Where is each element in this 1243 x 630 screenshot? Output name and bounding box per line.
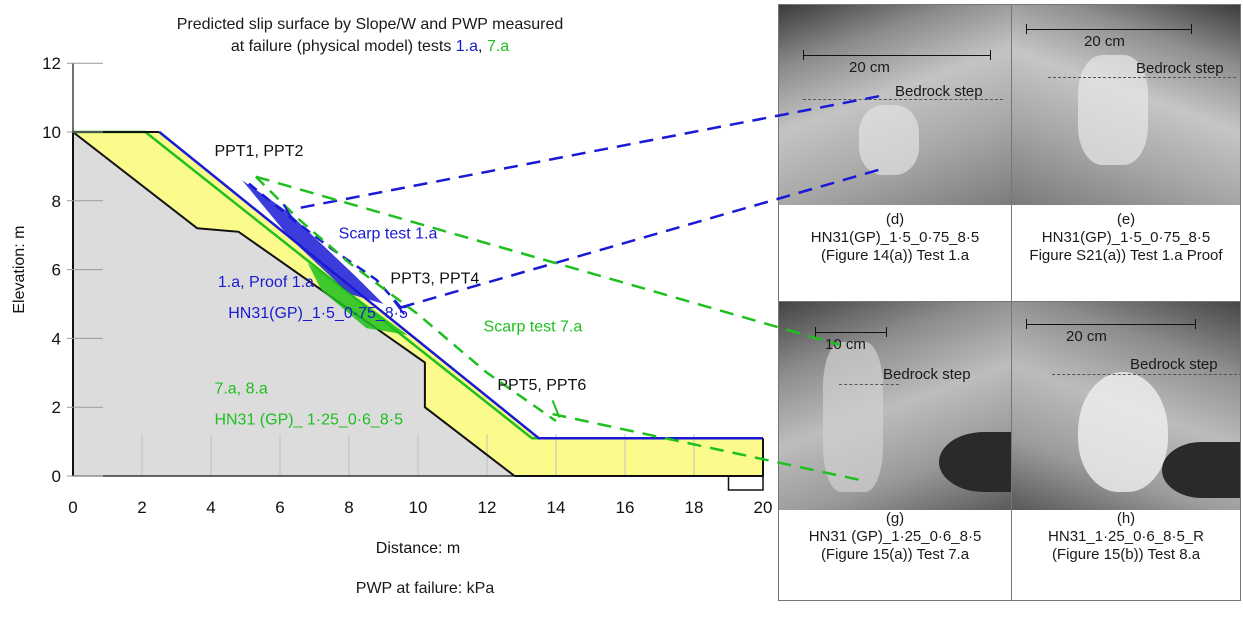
photo-h-caption: (h) HN31_1·25_0·6_8·5_R (Figure 15(b)) T… xyxy=(1012,510,1240,600)
photo-e-caption-name: HN31(GP)_1·5_0·75_8·5 xyxy=(1041,229,1211,246)
x-tick-label: 4 xyxy=(206,498,215,517)
photo-e-step-label: Bedrock step xyxy=(1136,60,1224,77)
title-sep: , xyxy=(478,38,487,55)
photo-d-step-label: Bedrock step xyxy=(895,83,983,100)
photo-panel-d: 20 cm Bedrock step (d) HN31(GP)_1·5_0·75… xyxy=(778,4,1012,302)
photo-g-slip-mark xyxy=(823,342,883,492)
photo-g-caption-name: HN31 (GP)_1·25_0·6_8·5 xyxy=(808,528,982,545)
y-axis-label: Elevation: m xyxy=(11,226,28,314)
photo-panel-h: 20 cm Bedrock step (h) HN31_1·25_0·6_8·5… xyxy=(1011,301,1241,601)
annotation-label: PPT5, PPT6 xyxy=(497,377,586,394)
y-tick-label: 8 xyxy=(52,192,61,211)
x-tick-label: 20 xyxy=(754,498,773,517)
photo-h-scale-label: 20 cm xyxy=(1066,328,1107,345)
annotation-label: Scarp test 1.a xyxy=(339,226,438,243)
x-tick-label: 14 xyxy=(547,498,566,517)
y-tick-label: 10 xyxy=(42,123,61,142)
photo-g-step-label: Bedrock step xyxy=(883,366,971,383)
annotation-label: 7.a, 8.a xyxy=(214,380,267,397)
title-line-1: Predicted slip surface by Slope/W and PW… xyxy=(176,16,564,33)
title-test-blue: 1.a xyxy=(455,38,479,55)
photo-e-caption-ref: Figure S21(a)) Test 1.a Proof xyxy=(1029,247,1223,264)
y-tick-label: 4 xyxy=(52,329,61,348)
photo-panel-g: 10 cm Bedrock step (g) HN31 (GP)_1·25_0·… xyxy=(778,301,1012,601)
annotation-label: HN31 (GP)_ 1·25_0·6_8·5 xyxy=(214,411,403,428)
y-tick-label: 6 xyxy=(52,261,61,280)
photo-g-pipe xyxy=(939,432,1011,492)
photo-h-step-line xyxy=(1052,374,1240,375)
photo-h-caption-name: HN31_1·25_0·6_8·5_R xyxy=(1048,528,1204,545)
x-tick-label: 0 xyxy=(68,498,77,517)
photo-d-caption-id: (d) xyxy=(885,211,905,228)
title-test-green: 7.a xyxy=(486,38,510,55)
photo-e: 20 cm Bedrock step xyxy=(1012,5,1240,205)
photo-d-caption-name: HN31(GP)_1·5_0·75_8·5 xyxy=(810,229,980,246)
annotation-label: Scarp test 7.a xyxy=(484,319,583,336)
annotation-label: PPT1, PPT2 xyxy=(214,143,303,160)
photo-h-pipe xyxy=(1162,442,1240,498)
photo-h-caption-id: (h) xyxy=(1116,510,1136,527)
photo-d-slip-mark xyxy=(859,105,919,175)
photo-e-caption-id: (e) xyxy=(1116,211,1136,228)
photo-e-step-line xyxy=(1048,77,1236,78)
photo-d-scale-bar xyxy=(803,50,991,60)
x-tick-label: 16 xyxy=(616,498,635,517)
photo-e-scale-label: 20 cm xyxy=(1084,33,1125,50)
annotation-label: HN31(GP)_1·5_0·75_8·5 xyxy=(228,305,408,322)
photo-h-caption-ref: (Figure 15(b)) Test 8.a xyxy=(1051,546,1201,563)
photo-e-caption: (e) HN31(GP)_1·5_0·75_8·5 Figure S21(a))… xyxy=(1012,211,1240,301)
photo-d-caption: (d) HN31(GP)_1·5_0·75_8·5 (Figure 14(a))… xyxy=(779,211,1011,301)
photo-g-scale-label: 10 cm xyxy=(825,336,866,353)
photo-g-caption: (g) HN31 (GP)_1·25_0·6_8·5 (Figure 15(a)… xyxy=(779,510,1011,600)
photo-d-caption-ref: (Figure 14(a)) Test 1.a xyxy=(820,247,970,264)
soil-layer xyxy=(73,132,763,476)
title-line-2: at failure (physical model) tests 1.a, 7… xyxy=(100,36,640,58)
photo-e-scale-bar xyxy=(1026,24,1192,34)
x-tick-label: 6 xyxy=(275,498,284,517)
photo-g-step-line xyxy=(839,384,899,385)
model-end-block xyxy=(727,475,764,491)
photo-g-caption-ref: (Figure 15(a)) Test 7.a xyxy=(820,546,970,563)
photo-d: 20 cm Bedrock step xyxy=(779,5,1011,205)
annotation-label: 1.a, Proof 1.a xyxy=(218,274,314,291)
photo-h-scale-bar xyxy=(1026,319,1196,329)
photo-h-slip-mark xyxy=(1078,372,1168,492)
bottom-label: PWP at failure: kPa xyxy=(355,580,495,597)
photo-d-step-line xyxy=(803,99,1003,100)
photo-h-step-label: Bedrock step xyxy=(1130,356,1218,373)
photo-h: 20 cm Bedrock step xyxy=(1012,302,1240,510)
slope-diagram: 0 2 4 6 8 10 12 0 2 4 6 8 10 12 14 16 18 20 Distance: m Ele… xyxy=(11,54,773,557)
ppt-marker xyxy=(551,399,561,418)
photo-g-scale-bar xyxy=(815,327,887,337)
photo-g-caption-id: (g) xyxy=(885,510,905,527)
x-tick-label: 10 xyxy=(409,498,428,517)
title-line-2-prefix: at failure (physical model) tests xyxy=(230,38,456,55)
photo-d-scale-label: 20 cm xyxy=(849,59,890,76)
y-tick-label: 0 xyxy=(52,467,61,486)
photo-g: 10 cm Bedrock step xyxy=(779,302,1011,510)
y-tick-label: 12 xyxy=(42,54,61,73)
x-tick-label: 12 xyxy=(478,498,497,517)
y-tick-label: 2 xyxy=(52,398,61,417)
x-tick-label: 18 xyxy=(685,498,704,517)
figure-title: Predicted slip surface by Slope/W and PW… xyxy=(100,14,640,58)
x-tick-label: 8 xyxy=(344,498,353,517)
x-tick-label: 2 xyxy=(137,498,146,517)
photo-panel-e: 20 cm Bedrock step (e) HN31(GP)_1·5_0·75… xyxy=(1011,4,1241,302)
x-axis-label: Distance: m xyxy=(376,540,460,557)
photo-e-slip-mark xyxy=(1078,55,1148,165)
annotation-label: PPT3, PPT4 xyxy=(390,270,479,287)
